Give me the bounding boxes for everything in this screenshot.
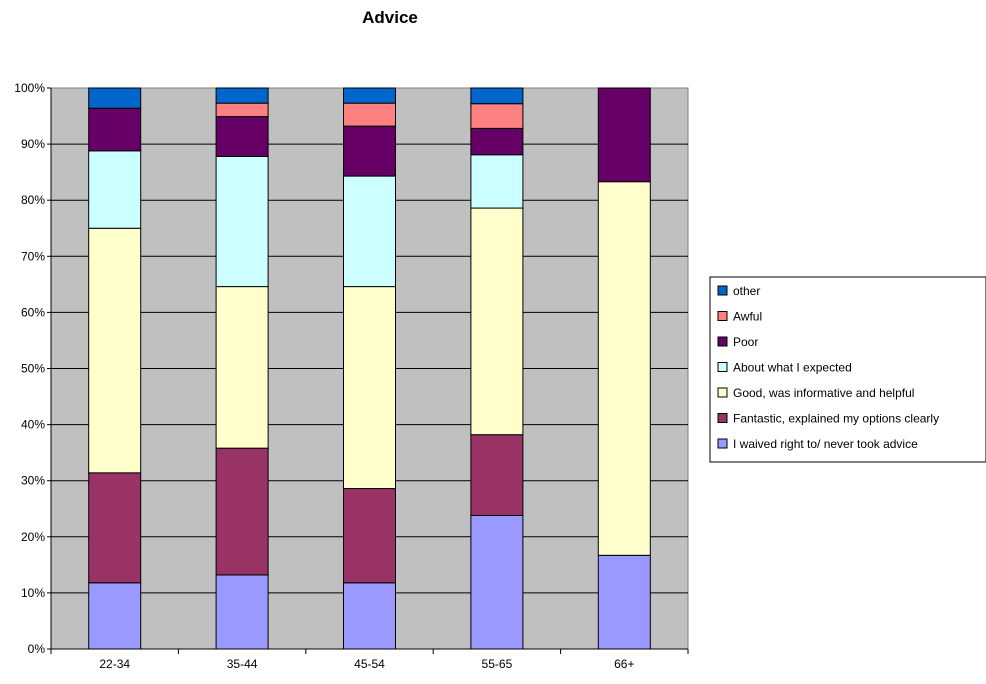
y-tick-label: 20% bbox=[21, 530, 45, 544]
bar-segment bbox=[88, 150, 142, 229]
y-tick-label: 70% bbox=[21, 249, 45, 263]
y-tick-label: 50% bbox=[21, 362, 45, 376]
bar-segment bbox=[215, 574, 269, 650]
y-tick-label: 30% bbox=[21, 474, 45, 488]
x-tick-label: 45-54 bbox=[354, 657, 385, 671]
bar-segment bbox=[343, 582, 396, 650]
x-tick-label: 55-65 bbox=[482, 657, 513, 671]
y-tick-label: 90% bbox=[21, 137, 45, 151]
bar-segment bbox=[215, 286, 269, 449]
bar-segment bbox=[215, 102, 269, 118]
bar-segment bbox=[88, 582, 142, 650]
x-tick-label: 35-44 bbox=[227, 657, 258, 671]
bar-segment bbox=[215, 155, 269, 288]
y-axis: 0% 10% 20% 30% 40% 50% 60% 70% 80% 90% 100% bbox=[14, 81, 52, 656]
legend-swatch bbox=[717, 311, 728, 321]
legend-swatch bbox=[717, 438, 728, 449]
bar-segment bbox=[343, 488, 396, 584]
y-tick-label: 10% bbox=[21, 586, 45, 600]
bar-segment bbox=[343, 102, 396, 127]
bar-segment bbox=[88, 107, 142, 152]
bar-segment bbox=[215, 116, 269, 157]
bar-segment bbox=[470, 154, 524, 209]
bar-segment bbox=[343, 286, 396, 490]
bar-segment bbox=[597, 181, 651, 556]
legend-label: Good, was informative and helpful bbox=[733, 386, 914, 400]
bar-segment bbox=[597, 554, 651, 650]
bar-segment bbox=[88, 472, 142, 584]
y-tick-label: 100% bbox=[14, 81, 45, 95]
legend-swatch bbox=[717, 387, 728, 398]
legend-box bbox=[709, 276, 986, 463]
legend-label: I waived right to/ never took advice bbox=[733, 437, 918, 451]
bar-segment bbox=[343, 125, 396, 177]
bar-segment bbox=[470, 207, 524, 436]
bar-segment bbox=[215, 447, 269, 576]
bars bbox=[88, 87, 651, 650]
y-tick-label: 0% bbox=[28, 642, 46, 656]
bar-segment bbox=[470, 434, 524, 516]
chart-title: Advice bbox=[362, 8, 418, 27]
legend-label: Fantastic, explained my options clearly bbox=[733, 412, 939, 426]
bar-segment bbox=[470, 87, 524, 105]
y-tick-label: 80% bbox=[21, 193, 45, 207]
bar-segment bbox=[343, 87, 396, 104]
legend-swatch bbox=[717, 285, 728, 296]
bar-segment bbox=[88, 227, 142, 474]
x-tick-label: 66+ bbox=[614, 657, 634, 671]
bar-segment bbox=[343, 175, 396, 288]
bar-segment bbox=[215, 87, 269, 104]
bar-segment bbox=[470, 127, 524, 156]
x-axis: 22-34 35-44 45-54 55-65 66+ bbox=[50, 648, 689, 671]
legend-label: other bbox=[733, 284, 760, 298]
legend-swatch bbox=[717, 336, 728, 347]
legend-swatch bbox=[717, 413, 728, 423]
y-tick-label: 60% bbox=[21, 305, 45, 319]
legend-label: Awful bbox=[733, 310, 762, 324]
bar-segment bbox=[88, 87, 142, 109]
legend-label: Poor bbox=[733, 335, 758, 349]
bar-segment bbox=[470, 514, 524, 650]
legend-swatch bbox=[717, 362, 728, 372]
bar-segment bbox=[597, 87, 651, 183]
legend: other Awful Poor About what I expected Good,… bbox=[709, 276, 986, 463]
x-tick-label: 22-34 bbox=[99, 657, 130, 671]
y-tick-label: 40% bbox=[21, 418, 45, 432]
bar-segment bbox=[470, 103, 524, 129]
legend-label: About what I expected bbox=[733, 361, 852, 375]
